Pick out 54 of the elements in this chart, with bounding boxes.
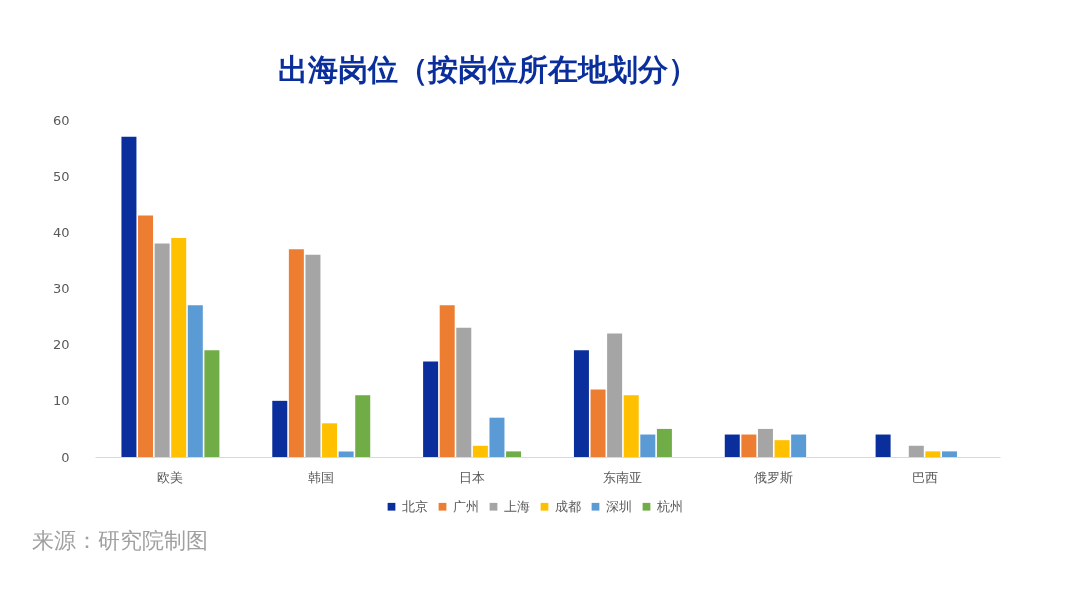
bar (423, 361, 439, 457)
bar (355, 395, 371, 457)
bar (908, 445, 924, 457)
bar (439, 305, 455, 457)
legend-label: 北京 (402, 498, 428, 514)
y-tick-label: 0 (61, 449, 70, 465)
bar (607, 333, 623, 457)
x-tick-label: 欧美 (157, 469, 184, 485)
y-tick-label: 10 (52, 393, 70, 409)
bar (590, 389, 606, 457)
bar (741, 434, 757, 457)
bar (187, 305, 203, 457)
bar (338, 451, 354, 457)
bar (288, 249, 304, 457)
bar (305, 254, 321, 457)
bar (656, 428, 672, 457)
bar (573, 350, 589, 457)
legend-label: 杭州 (656, 498, 683, 514)
bar (322, 423, 338, 457)
bar (121, 136, 137, 457)
bar (506, 451, 522, 457)
bar (774, 440, 790, 457)
legend-label: 上海 (504, 498, 530, 514)
bar (472, 445, 488, 457)
bar (489, 417, 505, 457)
y-tick-label: 50 (52, 168, 70, 184)
x-tick-label: 东南亚 (603, 469, 643, 485)
x-tick-label: 俄罗斯 (754, 469, 794, 485)
x-tick-label: 韩国 (308, 469, 335, 485)
bar (138, 215, 154, 457)
bar (623, 395, 639, 457)
y-tick-label: 20 (52, 337, 70, 353)
chart-title: 出海岗位（按岗位所在地划分） (277, 52, 698, 87)
bar (724, 434, 740, 457)
legend-label: 成都 (555, 498, 581, 514)
legend-label: 深圳 (606, 498, 632, 514)
x-tick-label: 日本 (459, 469, 486, 485)
bar (640, 434, 656, 457)
bar (456, 327, 472, 457)
bar (791, 434, 807, 457)
bar (925, 451, 941, 457)
y-tick-label: 40 (52, 224, 70, 240)
bar (171, 237, 187, 457)
source-note: 来源：研究院制图 (32, 527, 208, 555)
x-tick-label: 巴西 (911, 469, 938, 485)
bar (154, 243, 170, 457)
y-tick-label: 30 (52, 281, 70, 296)
bar (941, 451, 957, 457)
bar (272, 400, 288, 457)
legend-label: 广州 (453, 498, 479, 514)
bar (204, 350, 220, 457)
bar (757, 428, 773, 457)
y-tick-label: 60 (52, 112, 70, 128)
bar (875, 434, 891, 457)
